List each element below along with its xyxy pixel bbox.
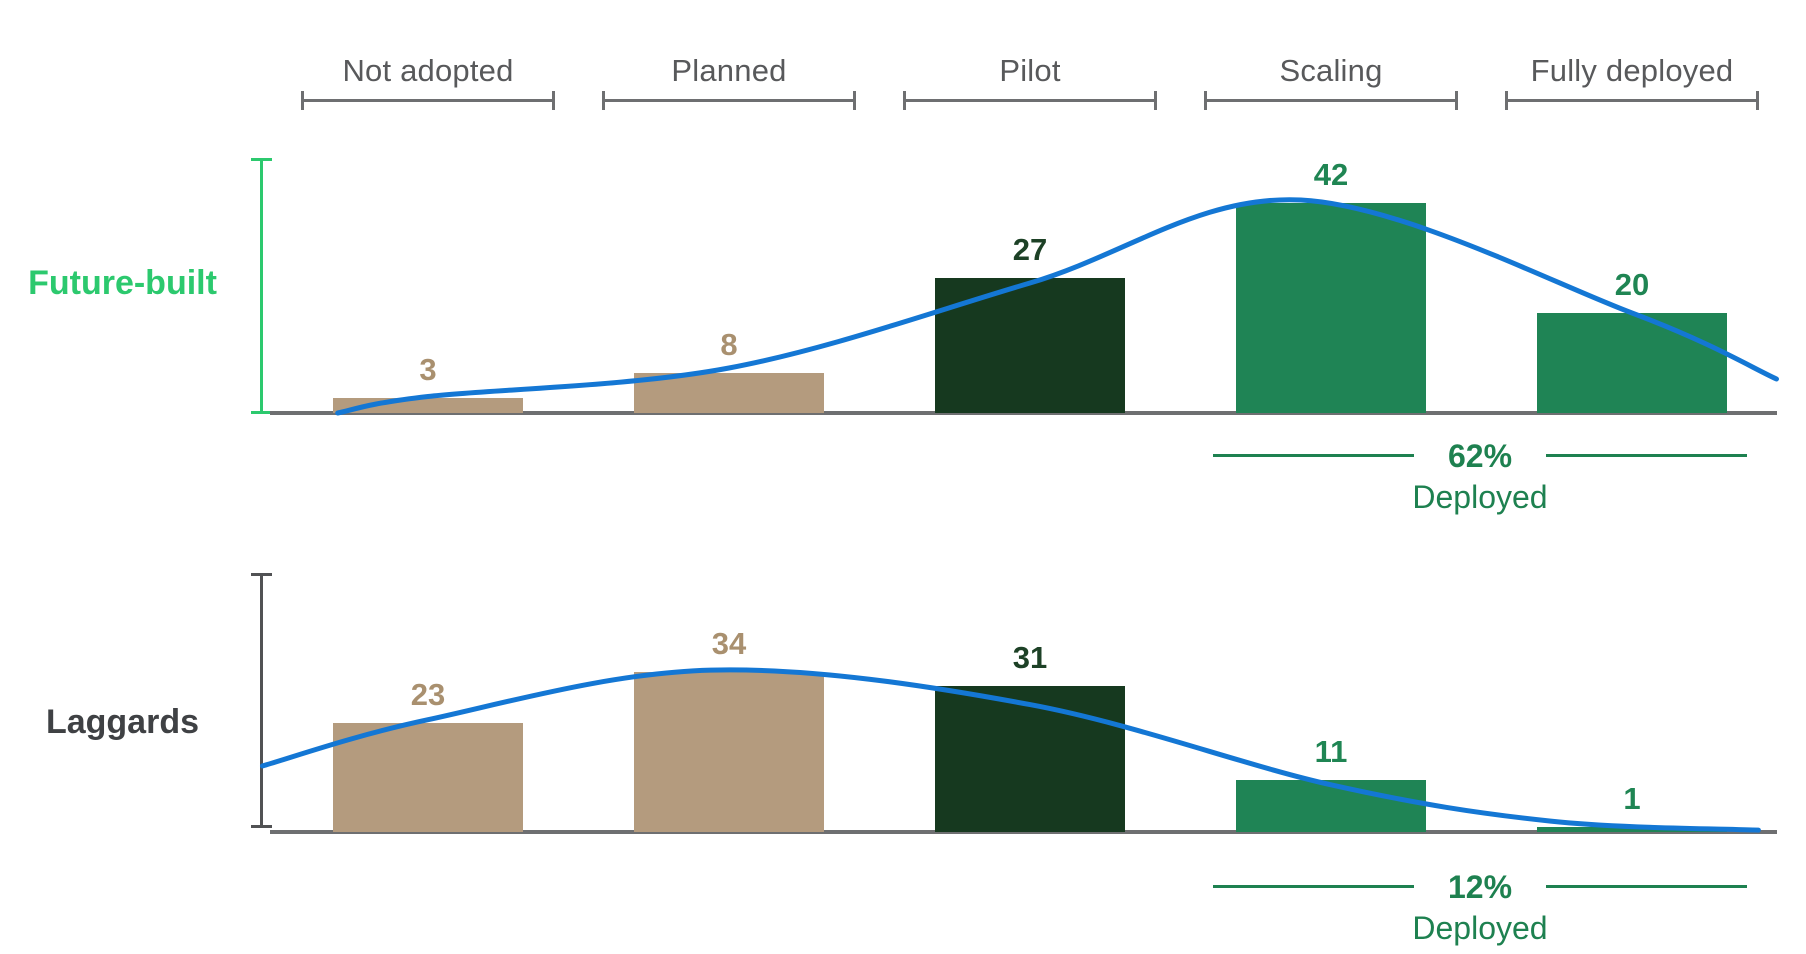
bar-laggards-not-adopted [333, 723, 523, 832]
deployed-percent: 12% [1447, 869, 1513, 905]
annotation-line-left [1213, 885, 1414, 888]
bracket-right-tick [1455, 91, 1458, 110]
stage-label-fully-deployed: Fully deployed [1530, 53, 1734, 88]
bar-value-laggards-scaling: 11 [1314, 734, 1348, 769]
deployed-label: Deployed [1412, 910, 1548, 946]
row-label-laggards: Laggards [45, 703, 200, 741]
bracket-left-tick [1505, 91, 1508, 110]
annotation-line-left [1213, 454, 1414, 457]
axis-line [260, 575, 263, 827]
bracket-left-tick [1204, 91, 1207, 110]
future-built-baseline [270, 411, 1777, 415]
stage-bracket-not-adopted [301, 91, 555, 110]
annotation-line-right [1546, 454, 1747, 457]
bracket-right-tick [1154, 91, 1157, 110]
bracket-left-tick [903, 91, 906, 110]
bar-value-laggards-not-adopted: 23 [410, 677, 446, 712]
bar-value-future-built-pilot: 27 [1012, 232, 1048, 267]
stage-bracket-pilot [903, 91, 1157, 110]
stage-bracket-planned [602, 91, 856, 110]
row-label-future-built: Future-built [28, 264, 217, 302]
bar-laggards-scaling [1236, 780, 1426, 832]
bracket-right-tick [552, 91, 555, 110]
annotation-line-right [1546, 885, 1747, 888]
axis-top-tick [251, 158, 272, 161]
bar-value-future-built-scaling: 42 [1313, 157, 1349, 192]
trend-curve-future-built [335, 197, 1779, 416]
bracket-right-tick [853, 91, 856, 110]
stage-label-not-adopted: Not adopted [342, 53, 514, 88]
bar-value-laggards-pilot: 31 [1012, 640, 1048, 675]
trend-curve-laggards [259, 667, 1761, 833]
axis-bottom-tick [251, 411, 272, 414]
bar-future-built-fully-deployed [1537, 313, 1727, 413]
axis-line [260, 160, 263, 413]
stage-bracket-scaling [1204, 91, 1458, 110]
stage-label-planned: Planned [671, 53, 787, 88]
stage-bracket-fully-deployed [1505, 91, 1759, 110]
bar-value-laggards-planned: 34 [711, 626, 747, 661]
bar-laggards-planned [634, 672, 824, 832]
axis-top-tick [251, 573, 272, 576]
bracket-left-tick [602, 91, 605, 110]
axis-bottom-tick [251, 825, 272, 828]
bar-value-future-built-not-adopted: 3 [419, 352, 437, 387]
bar-future-built-scaling [1236, 203, 1426, 413]
bar-value-future-built-fully-deployed: 20 [1614, 267, 1650, 302]
bracket-left-tick [301, 91, 304, 110]
deployed-percent: 62% [1447, 438, 1513, 474]
stage-label-scaling: Scaling [1279, 53, 1383, 88]
bar-laggards-fully-deployed [1537, 827, 1727, 832]
bar-value-future-built-planned: 8 [720, 327, 738, 362]
laggards-baseline [270, 830, 1777, 834]
bracket-right-tick [1756, 91, 1759, 110]
deployed-label: Deployed [1412, 479, 1548, 515]
bar-value-laggards-fully-deployed: 1 [1623, 781, 1641, 816]
stage-label-pilot: Pilot [999, 53, 1061, 88]
bar-laggards-pilot [935, 686, 1125, 832]
